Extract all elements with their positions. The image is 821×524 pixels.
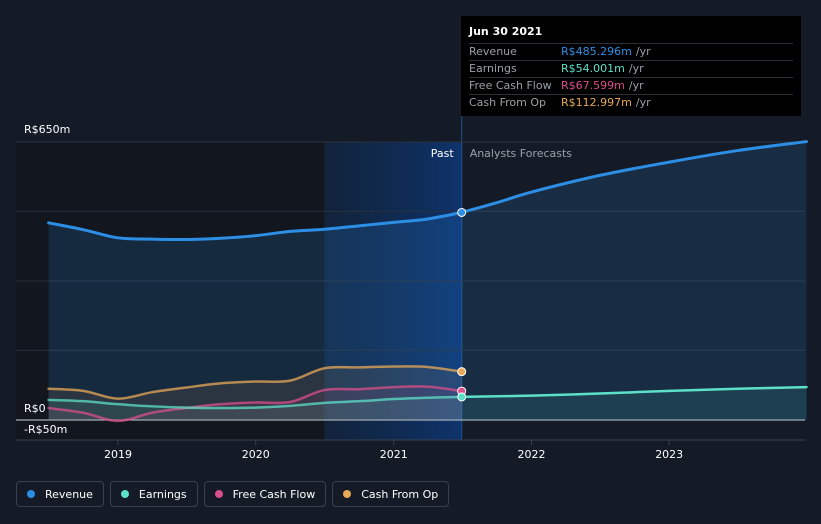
tooltip-date: Jun 30 2021 bbox=[469, 25, 543, 38]
legend-label: Revenue bbox=[45, 487, 93, 501]
revenue-forecast-line bbox=[460, 140, 809, 214]
cash-from-op-line bbox=[47, 365, 463, 400]
legend-dot-icon bbox=[27, 490, 35, 498]
x-tick-label: 2019 bbox=[104, 448, 132, 461]
x-tick-label: 2022 bbox=[517, 448, 545, 461]
tooltip-row-cfo: Cash From Op R$112.997m /yr bbox=[469, 94, 793, 111]
tooltip-row-earnings: Earnings R$54.001m /yr bbox=[469, 60, 793, 77]
revenue-point bbox=[457, 207, 467, 217]
earnings-forecast-line bbox=[460, 385, 808, 399]
tooltip-row-name: Cash From Op bbox=[469, 96, 547, 109]
legend: Revenue Earnings Free Cash Flow Cash Fro… bbox=[16, 481, 450, 507]
x-tick-label: 2023 bbox=[655, 448, 683, 461]
legend-label: Cash From Op bbox=[361, 487, 439, 501]
tooltip-row-revenue: Revenue R$485.296m /yr bbox=[469, 43, 793, 60]
forecast-label: Analysts Forecasts bbox=[470, 147, 573, 160]
y-label-zero: R$0 bbox=[24, 402, 46, 415]
y-label-top: R$650m bbox=[24, 123, 70, 136]
tooltip-row-fcf: Free Cash Flow R$67.599m /yr bbox=[469, 77, 793, 94]
legend-dot-icon bbox=[343, 490, 352, 498]
tooltip-row-unit: /yr bbox=[635, 45, 651, 58]
tooltip-row-value: R$54.001m bbox=[561, 62, 625, 75]
legend-item-free-cash-flow[interactable]: Free Cash Flow bbox=[203, 481, 327, 507]
chart: R$650m R$0 -R$50m Past Analysts Forecasts 201… bbox=[16, 116, 809, 461]
y-label-bottom: -R$50m bbox=[24, 423, 67, 436]
earnings-line bbox=[47, 395, 463, 410]
earnings-point bbox=[457, 392, 467, 402]
tooltip-row-value: R$485.296m bbox=[561, 45, 632, 58]
tooltip-row-name: Revenue bbox=[469, 45, 517, 58]
tooltip-row-unit: /yr bbox=[628, 79, 644, 92]
revenue-area bbox=[48, 141, 807, 420]
x-tick-label: 2021 bbox=[380, 448, 408, 461]
tooltip-row-value: R$112.997m bbox=[561, 96, 632, 109]
revenue-line bbox=[47, 210, 464, 242]
legend-label: Earnings bbox=[138, 487, 187, 501]
tooltip: Jun 30 2021 Revenue R$485.296m /yr Earni… bbox=[461, 16, 801, 116]
earnings-area bbox=[48, 387, 807, 420]
tooltip-row-name: Free Cash Flow bbox=[469, 79, 552, 92]
tooltip-row-unit: /yr bbox=[628, 62, 644, 75]
legend-item-cash-from-op[interactable]: Cash From Op bbox=[332, 481, 450, 507]
free-cash-flow-line bbox=[47, 385, 463, 423]
tooltip-row-name: Earnings bbox=[469, 62, 517, 75]
tooltip-row-value: R$67.599m bbox=[561, 79, 625, 92]
legend-dot-icon bbox=[120, 490, 129, 498]
past-label: Past bbox=[431, 147, 455, 160]
x-tick-label: 2020 bbox=[242, 448, 270, 461]
legend-item-earnings[interactable]: Earnings bbox=[109, 481, 198, 507]
tooltip-row-unit: /yr bbox=[635, 96, 651, 109]
cash-from-op-point bbox=[457, 367, 467, 377]
legend-label: Free Cash Flow bbox=[232, 487, 316, 501]
legend-item-revenue[interactable]: Revenue bbox=[16, 481, 104, 507]
legend-dot-icon bbox=[214, 490, 223, 498]
